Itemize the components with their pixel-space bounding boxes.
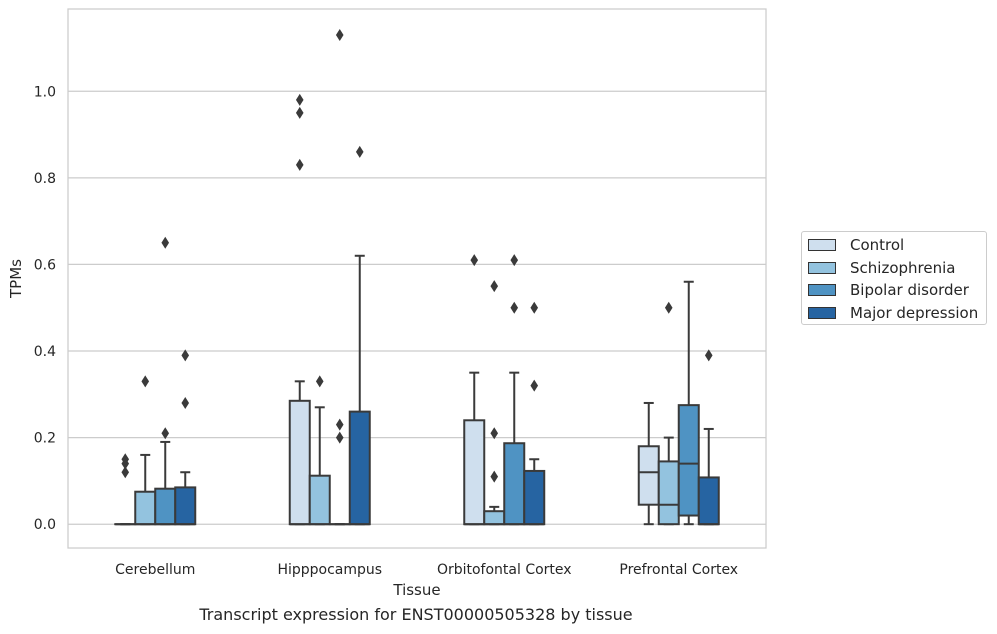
box-1-3 bbox=[657, 301, 680, 526]
box-body bbox=[288, 399, 311, 526]
figure-caption: Transcript expression for ENST0000050532… bbox=[199, 605, 633, 624]
box-0-2 bbox=[463, 254, 486, 526]
outlier-point bbox=[490, 427, 499, 440]
outlier-point bbox=[161, 236, 170, 249]
y-tick-label: 0.4 bbox=[34, 344, 56, 360]
outlier-point bbox=[181, 396, 190, 409]
y-tick-label: 0.2 bbox=[34, 431, 56, 447]
legend-swatch bbox=[808, 284, 836, 296]
box-3-3 bbox=[697, 349, 720, 526]
box-body bbox=[503, 442, 526, 526]
outlier-point bbox=[161, 427, 170, 440]
box-body bbox=[483, 510, 506, 526]
outlier-point bbox=[315, 375, 324, 388]
box-body bbox=[308, 474, 331, 526]
outlier-point bbox=[510, 301, 519, 314]
legend-swatch bbox=[808, 239, 836, 251]
box-body bbox=[523, 469, 546, 526]
legend-item: Major depression bbox=[808, 303, 978, 323]
y-tick-label: 0.6 bbox=[34, 257, 56, 273]
box-body bbox=[463, 419, 486, 526]
box-3-1 bbox=[348, 145, 371, 526]
outlier-point bbox=[530, 379, 539, 392]
box-0-1 bbox=[288, 93, 311, 526]
y-axis-label: TPMs bbox=[7, 259, 25, 299]
box-body bbox=[637, 445, 660, 506]
outlier-point bbox=[355, 145, 364, 158]
box-2-2 bbox=[503, 254, 526, 526]
legend-item: Bipolar disorder bbox=[808, 280, 969, 300]
outlier-point bbox=[490, 470, 499, 483]
outlier-point bbox=[121, 453, 130, 466]
outlier-point bbox=[121, 466, 130, 479]
outlier-point bbox=[470, 254, 479, 267]
outlier-point bbox=[295, 93, 304, 106]
outlier-point bbox=[181, 349, 190, 362]
box-0-3 bbox=[637, 401, 660, 526]
box-2-1 bbox=[328, 28, 351, 526]
outlier-point bbox=[490, 280, 499, 293]
outlier-point bbox=[295, 158, 304, 171]
y-tick-labels: 0.0 0.2 0.4 0.6 0.8 1.0 bbox=[34, 84, 56, 533]
x-tick-label: Prefrontal Cortex bbox=[619, 562, 738, 578]
outlier-point bbox=[664, 301, 673, 314]
box-body bbox=[657, 460, 680, 526]
legend-label: Schizophrenia bbox=[850, 258, 956, 277]
x-tick-label: Cerebellum bbox=[115, 562, 195, 578]
box-3-2 bbox=[523, 301, 546, 526]
grid-lines bbox=[68, 90, 766, 525]
plot-frame bbox=[67, 8, 767, 549]
box-2-0 bbox=[154, 236, 177, 526]
box-1-2 bbox=[483, 280, 506, 526]
legend-label: Bipolar disorder bbox=[850, 281, 969, 299]
legend: Control Schizophrenia Bipolar disorder Majo… bbox=[801, 231, 987, 325]
box-1-1 bbox=[308, 375, 331, 526]
outlier-point bbox=[510, 254, 519, 267]
box-body bbox=[677, 404, 700, 517]
box-3-0 bbox=[174, 349, 197, 526]
y-tick-label: 1.0 bbox=[34, 84, 56, 100]
y-tick-label: 0.0 bbox=[34, 517, 56, 533]
box-2-3 bbox=[677, 280, 700, 526]
box-body bbox=[134, 490, 157, 526]
y-tick-label: 0.8 bbox=[34, 171, 56, 187]
outlier-point bbox=[335, 431, 344, 444]
box-0-0 bbox=[114, 453, 137, 526]
box-body bbox=[697, 476, 720, 526]
outlier-point bbox=[335, 418, 344, 431]
box-body bbox=[348, 410, 371, 526]
outlier-point bbox=[704, 349, 713, 362]
legend-label: Major depression bbox=[850, 303, 979, 322]
box-body bbox=[174, 486, 197, 526]
x-tick-label: Hipppocampus bbox=[277, 562, 382, 578]
legend-swatch bbox=[808, 261, 836, 274]
x-tick-labels: Cerebellum Hipppocampus Orbitofontal Corte… bbox=[115, 562, 738, 578]
legend-swatch bbox=[808, 306, 836, 319]
legend-label: Control bbox=[850, 236, 905, 254]
x-axis-label: Tissue bbox=[392, 581, 440, 599]
x-tick-label: Orbitofontal Cortex bbox=[437, 562, 572, 578]
box-1-0 bbox=[134, 375, 157, 526]
outlier-point bbox=[295, 106, 304, 119]
outlier-point bbox=[530, 301, 539, 314]
outlier-point bbox=[141, 375, 150, 388]
box-plot-marks bbox=[114, 28, 720, 526]
box-body bbox=[154, 487, 177, 526]
legend-item: Control bbox=[808, 235, 904, 255]
legend-item: Schizophrenia bbox=[808, 258, 955, 278]
outlier-point bbox=[335, 28, 344, 41]
